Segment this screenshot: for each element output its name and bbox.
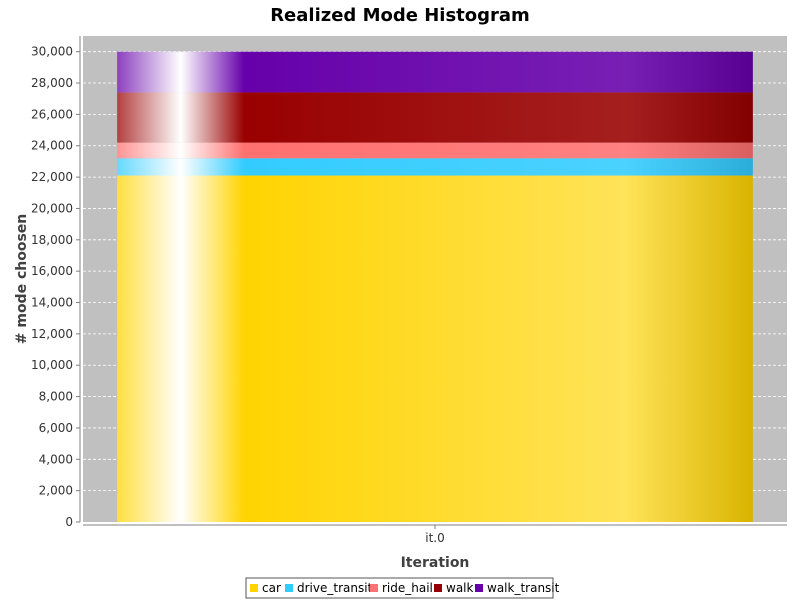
- bar-walk_transit: [117, 51, 753, 93]
- y-tick-label: 26,000: [31, 107, 73, 121]
- y-tick-label: 0: [65, 515, 73, 529]
- y-tick-label: 28,000: [31, 76, 73, 90]
- y-tick-label: 14,000: [31, 296, 73, 310]
- x-ticks: it.0: [425, 525, 445, 545]
- y-tick-label: 12,000: [31, 327, 73, 341]
- y-tick-label: 22,000: [31, 170, 73, 184]
- legend-swatch-walk_transit: [475, 584, 483, 592]
- y-axis-label: # mode choosen: [14, 214, 30, 345]
- legend-swatch-ride_hail: [370, 584, 378, 592]
- y-tick-label: 4,000: [39, 452, 73, 466]
- legend-box: [245, 577, 554, 599]
- x-tick-label: it.0: [425, 531, 445, 545]
- legend-swatch-car: [250, 584, 258, 592]
- y-tick-label: 2,000: [39, 484, 73, 498]
- y-tick-label: 16,000: [31, 264, 73, 278]
- y-tick-label: 6,000: [39, 421, 73, 435]
- bars: [117, 51, 753, 522]
- legend: car drive_transit ride_hail walk walk_transi…: [245, 577, 560, 599]
- bar-drive_transit: [117, 158, 753, 176]
- x-axis-label: Iteration: [401, 555, 470, 571]
- bar-ride_hail: [117, 142, 753, 159]
- y-tick-label: 18,000: [31, 233, 73, 247]
- y-tick-label: 20,000: [31, 201, 73, 215]
- bar-walk: [117, 92, 753, 143]
- legend-label-drive_transit: drive_transit: [297, 581, 373, 595]
- y-tick-label: 30,000: [31, 45, 73, 59]
- y-tick-label: 10,000: [31, 358, 73, 372]
- chart-title: Realized Mode Histogram: [270, 5, 530, 26]
- legend-label-walk: walk: [446, 581, 474, 595]
- legend-label-car: car: [262, 581, 281, 595]
- bar-car: [117, 175, 753, 522]
- legend-swatch-drive_transit: [285, 584, 293, 592]
- y-ticks: 0 2,000 4,000 6,000 8,000 10,000 12,000 14,000 1…: [31, 45, 80, 529]
- y-tick-label: 24,000: [31, 139, 73, 153]
- legend-label-walk_transit: walk_transit: [487, 581, 560, 595]
- legend-label-ride_hail: ride_hail: [382, 581, 433, 595]
- legend-swatch-walk: [434, 584, 442, 592]
- y-tick-label: 8,000: [39, 390, 73, 404]
